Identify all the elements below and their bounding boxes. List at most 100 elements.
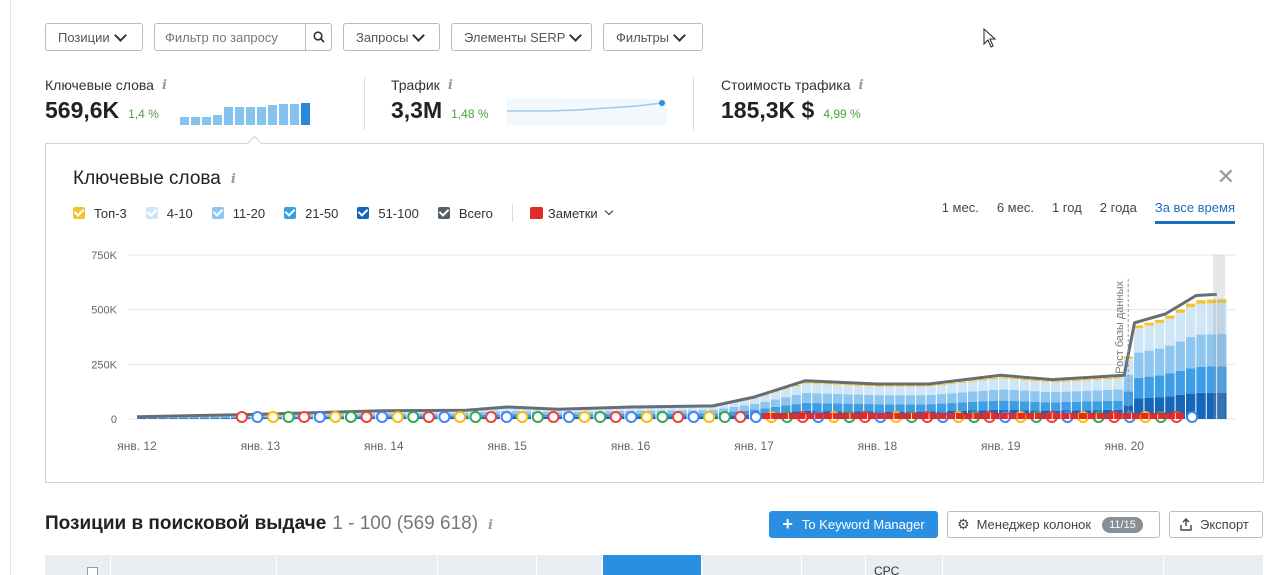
checkbox-icon[interactable] [73,207,85,219]
filters-dropdown[interactable]: Фильтры [603,23,703,51]
stacked-bar-segment [770,392,781,400]
checkbox-icon[interactable] [211,207,224,219]
note-flag-icon [823,413,832,419]
legend-21-50[interactable]: 21-50 [284,206,338,221]
stacked-bar-segment [189,417,199,419]
metric-keywords[interactable]: Ключевые слова i 569,6K 1,4 % [45,77,167,124]
stacked-bar-segment [1019,390,1030,402]
column-manager-button[interactable]: ⚙ Менеджер колонок 11/15 [947,511,1160,538]
stacked-bar-segment [1082,401,1092,411]
search-button[interactable] [305,24,331,50]
stacked-bar-segment [417,417,428,419]
legend-top3[interactable]: Топ-3 [73,206,127,221]
stacked-bar-segment [978,380,988,391]
positions-dropdown[interactable]: Позиции [45,23,143,51]
y-tick-label: 250K [91,359,117,371]
table-header-cell[interactable] [537,555,603,575]
serp-dropdown[interactable]: Элементы SERP [451,23,592,51]
stacked-bar-segment [833,393,843,404]
info-icon[interactable]: i [447,77,453,93]
notes-dropdown[interactable]: Заметки [529,206,613,221]
table-header-cell[interactable] [45,555,111,575]
info-icon[interactable]: i [230,171,236,187]
stacked-bar-segment [947,382,957,384]
period-tabs: 1 мес. 6 мес. 1 год 2 года За все время [942,200,1235,224]
period-all-time[interactable]: За все время [1154,200,1235,224]
table-header-cpc[interactable]: CPC [866,555,943,575]
legend-4-10[interactable]: 4-10 [145,206,193,221]
close-icon[interactable]: ✕ [1216,164,1235,189]
queries-dropdown[interactable]: Запросы [343,23,440,51]
keyword-manager-button[interactable]: + To Keyword Manager [769,511,938,538]
stacked-bar-segment [1175,312,1185,342]
stacked-bar-segment [843,394,853,404]
stacked-bar-segment [1196,300,1206,304]
stacked-bar-segment [1206,299,1217,304]
stacked-bar-segment [698,416,708,419]
stacked-bar-segment [791,386,801,395]
metric-cost-delta: 4,99 % [823,107,861,121]
period-6-months[interactable]: 6 мес. [996,200,1034,215]
checkbox-icon[interactable] [437,207,450,219]
stacked-bar-segment [573,414,583,417]
stacked-bar-segment [833,384,843,394]
table-header-cell[interactable] [1164,555,1264,575]
stacked-bar-segment [999,378,1009,390]
period-2-years[interactable]: 2 года [1099,200,1137,215]
summary-metrics: Ключевые слова i 569,6K 1,4 % Трафик i 3,3M… [45,77,1265,132]
stacked-bar-segment [1113,400,1123,410]
note-flag-icon [1035,413,1044,419]
stacked-bar-segment [936,383,947,385]
stacked-bar-segment [666,407,677,411]
legend-51-100[interactable]: 51-100 [357,206,419,221]
info-icon[interactable]: i [488,518,493,533]
query-filter-input[interactable] [155,24,305,50]
metric-traffic[interactable]: Трафик i 3,3M 1,48 % [391,77,489,124]
stacked-bar-segment [324,416,334,418]
stacked-bar-segment [355,413,365,416]
table-header-cell-active[interactable] [603,555,702,575]
stacked-bar-segment [646,410,656,414]
stacked-bar-segment [1217,392,1227,419]
stacked-bar-segment [1092,378,1102,380]
checkbox-icon[interactable] [145,207,158,219]
legend-total[interactable]: Всего [437,206,493,221]
table-header-cell[interactable] [702,555,802,575]
stacked-bar-segment [210,418,220,419]
stacked-bar-segment [635,407,646,411]
table-header-cell[interactable] [943,555,1164,575]
table-header-cell[interactable] [111,555,277,575]
stacked-bar-segment [770,406,781,413]
checkbox-icon[interactable] [357,207,370,219]
table-header-cell[interactable] [277,555,438,575]
stacked-bar-segment [801,382,812,384]
table-header-cell[interactable] [438,555,537,575]
stacked-bar-segment [1071,380,1082,392]
period-1-month[interactable]: 1 мес. [941,200,979,215]
mini-bar [290,104,299,125]
stacked-bar-segment [1019,401,1030,411]
google-update-icon [407,411,420,423]
stacked-bar-segment [770,399,781,407]
mini-bar [202,117,211,125]
checkbox-icon[interactable] [87,567,98,575]
stacked-bar-segment [916,395,926,405]
stacked-bar-segment [916,386,926,396]
metric-cost[interactable]: Стоимость трафика i 185,3K $ 4,99 % [721,77,863,124]
info-icon[interactable]: i [161,77,167,93]
stacked-bar-segment [833,383,843,385]
legend-11-20[interactable]: 11-20 [211,206,265,221]
google-update-icon [625,411,638,423]
period-1-year[interactable]: 1 год [1051,200,1082,215]
stacked-bar-segment [210,416,220,418]
stacked-bar-segment [843,384,853,386]
info-icon[interactable]: i [858,77,864,93]
note-flag-icon [955,413,964,419]
stacked-bar-segment [864,386,874,395]
export-button[interactable]: Экспорт [1169,511,1263,538]
mouse-cursor-icon [983,28,997,48]
checkbox-icon[interactable] [284,207,297,219]
stacked-bar-segment [542,409,552,412]
stacked-bar-segment [874,385,884,387]
table-header-cell[interactable] [802,555,866,575]
